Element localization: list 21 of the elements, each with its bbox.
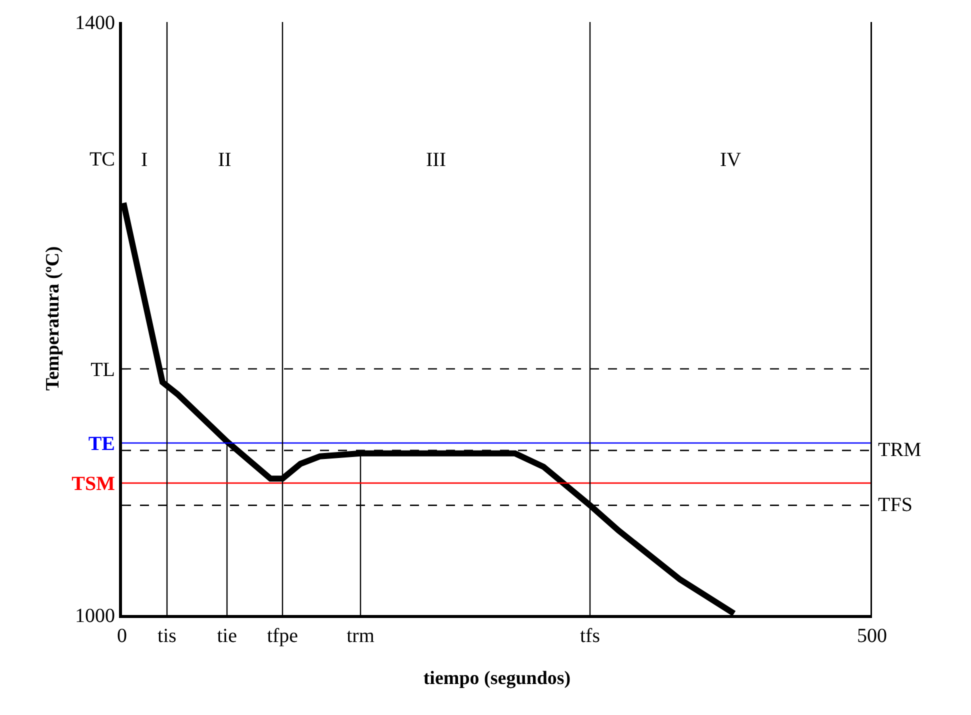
x-axis-title: tiempo (segundos)	[423, 668, 571, 689]
y-tick-label: TC	[89, 148, 115, 170]
x-tick-label: tis	[158, 625, 177, 647]
y-tick-label: TE	[88, 433, 115, 456]
annotation: II	[218, 149, 232, 171]
annotation: I	[141, 149, 148, 171]
x-tick-label: tfpe	[266, 625, 298, 647]
annotation: IV	[720, 149, 742, 171]
ref-line-label: TRM	[878, 439, 922, 461]
annotation: III	[426, 149, 446, 171]
x-tick-label: tie	[217, 625, 238, 647]
y-tick-label: 1000	[75, 605, 115, 627]
y-tick-label: 1400	[75, 12, 115, 34]
y-tick-label: TSM	[72, 473, 116, 496]
x-tick-label: 500	[857, 625, 887, 647]
x-tick-label: trm	[346, 625, 375, 647]
y-axis-title: Temperatura (ºC)	[42, 246, 64, 391]
x-tick-label: tfs	[580, 625, 600, 647]
ref-line-label: TFS	[878, 494, 912, 516]
x-tick-label: 0	[117, 625, 127, 647]
y-tick-label: TL	[90, 358, 115, 381]
